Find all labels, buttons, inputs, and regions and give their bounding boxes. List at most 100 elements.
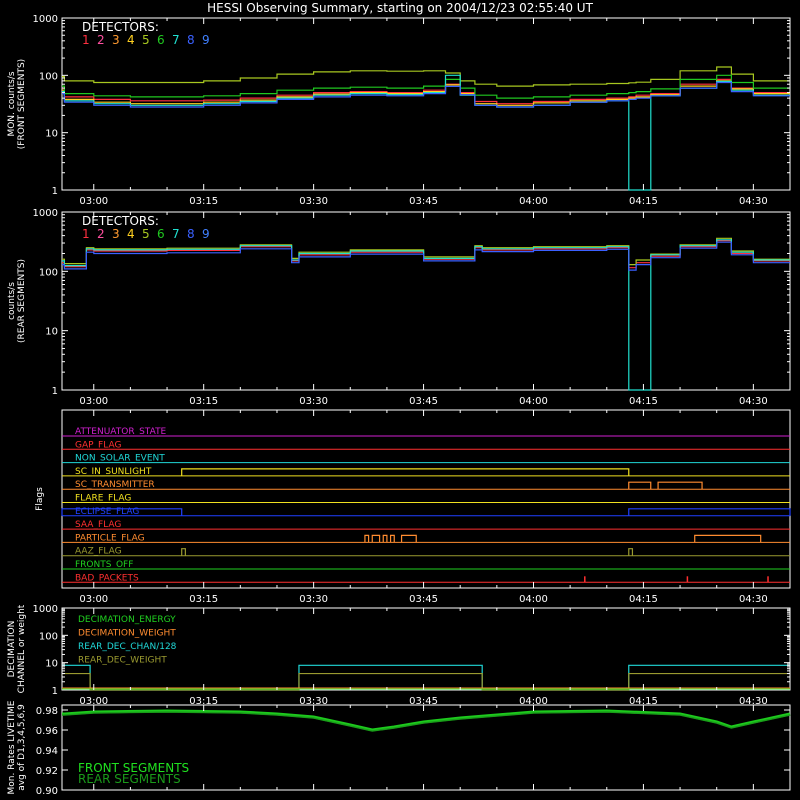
legend-digit-6: 6 — [157, 227, 165, 241]
y-axis-label: (REAR SEGMENTS) — [17, 259, 27, 343]
flag-label: FRONTS_OFF — [75, 560, 133, 570]
decimation-legend-entry: DECIMATION_WEIGHT — [78, 629, 176, 639]
flag-on-segment — [181, 548, 186, 556]
y-tick-label: 1 — [52, 386, 58, 397]
series-det-7 — [62, 239, 790, 391]
flag-label: SC_IN_SUNLIGHT — [75, 467, 152, 477]
decimation-y-label: DECIMATION — [7, 621, 17, 678]
x-tick-label: 03:30 — [299, 696, 328, 707]
y-tick-label: 0.96 — [36, 726, 58, 737]
x-tick-label: 04:15 — [629, 196, 658, 207]
series-livetime — [62, 709, 791, 732]
series-decimation — [62, 664, 790, 691]
x-tick-label: 03:15 — [189, 396, 218, 407]
legend-digit-8: 8 — [187, 227, 195, 241]
y-tick-label: 0.98 — [36, 706, 58, 717]
x-tick-label: 03:00 — [79, 594, 108, 605]
series-det-8 — [62, 241, 790, 271]
decimation-legend-entry: REAR_DEC_CHAN/128 — [78, 642, 177, 652]
x-tick-label: 04:15 — [629, 594, 658, 605]
y-axis-label: MON. counts/s — [7, 71, 17, 136]
livetime-panel-frame — [61, 704, 791, 791]
x-tick-label: 04:15 — [629, 696, 658, 707]
legend-digit-3: 3 — [112, 227, 120, 241]
flag-label: AAZ_FLAG — [75, 547, 122, 557]
plot-title: HESSI Observing Summary, starting on 200… — [207, 1, 593, 15]
legend-title: DETECTORS: — [82, 20, 159, 34]
y-axis-label: counts/s — [7, 282, 17, 320]
y-tick-label: 10 — [45, 659, 58, 670]
x-tick-label: 04:15 — [629, 396, 658, 407]
flag-on-segment — [389, 534, 395, 543]
flags-y-label: Flags — [35, 487, 45, 511]
y-tick-label: 10 — [45, 327, 58, 338]
y-axis-label: (FRONT SEGMENTS) — [17, 59, 27, 149]
flag-on-segment — [657, 481, 703, 490]
legend-digit-7: 7 — [172, 227, 180, 241]
x-tick-label: 04:00 — [519, 396, 548, 407]
y-tick-label: 1000 — [33, 14, 58, 25]
y-tick-label: 1 — [52, 186, 58, 197]
y-tick-label: 0.94 — [36, 746, 58, 757]
series-det-7 — [62, 74, 790, 191]
flag-on-segment — [364, 534, 370, 543]
x-tick-label: 03:30 — [299, 196, 328, 207]
flag-label: ATTENUATOR_STATE — [75, 427, 167, 437]
y-tick-label: 1000 — [33, 604, 58, 615]
series-det-5 — [62, 237, 790, 266]
y-tick-label: 100 — [39, 267, 58, 278]
series-det-1 — [62, 240, 790, 269]
x-tick-label: 03:00 — [79, 696, 108, 707]
series-livetime — [62, 711, 791, 732]
series-det-5 — [62, 66, 790, 87]
x-tick-label: 04:00 — [519, 696, 548, 707]
legend-digit-1: 1 — [82, 227, 90, 241]
y-tick-label: 10 — [45, 129, 58, 140]
decimation-legend-entry: REAR_DEC_WEIGHT — [78, 656, 167, 666]
flag-on-segment — [628, 548, 634, 556]
legend-digit-4: 4 — [127, 33, 135, 47]
y-tick-label: 0.90 — [36, 786, 58, 797]
x-tick-label: 04:30 — [739, 594, 768, 605]
x-tick-label: 04:00 — [519, 196, 548, 207]
legend-digit-4: 4 — [127, 227, 135, 241]
flag-on-segment — [61, 508, 183, 516]
flag-on-segment — [628, 508, 791, 516]
livetime-y-label: Mon. Rates LIVETIME — [7, 700, 17, 794]
decimation-legend-entry: DECIMATION_ENERGY — [78, 615, 176, 625]
flag-label: FLARE_FLAG — [75, 494, 131, 504]
y-tick-label: 1000 — [33, 208, 58, 219]
decimation-y-label: CHANNEL or weight — [17, 604, 27, 693]
legend-digit-2: 2 — [97, 227, 105, 241]
x-tick-label: 03:45 — [409, 396, 438, 407]
legend-digit-3: 3 — [112, 33, 120, 47]
legend-digit-8: 8 — [187, 33, 195, 47]
x-tick-label: 03:30 — [299, 396, 328, 407]
legend-digit-6: 6 — [157, 33, 165, 47]
x-tick-label: 03:45 — [409, 594, 438, 605]
x-tick-label: 03:15 — [189, 696, 218, 707]
detector-panel-1-frame — [61, 17, 791, 191]
y-tick-label: 0.92 — [36, 766, 58, 777]
flag-label: SC_TRANSMITTER — [75, 480, 155, 490]
flag-on-segment — [628, 481, 652, 490]
detector-panel-2-frame — [61, 211, 791, 391]
series-det-8 — [62, 81, 790, 108]
livetime-y-label: avg of D1,3,4,5,6,9 — [17, 704, 27, 791]
decimation-panel-frame — [61, 607, 791, 691]
flag-label: PARTICLE_FLAG — [75, 533, 145, 543]
x-tick-label: 03:45 — [409, 196, 438, 207]
flag-on-segment — [400, 534, 417, 543]
legend-digit-9: 9 — [202, 227, 210, 241]
flag-label: BAD_PACKETS — [75, 573, 139, 583]
legend-digit-1: 1 — [82, 33, 90, 47]
x-tick-label: 04:30 — [739, 396, 768, 407]
legend-digit-2: 2 — [97, 33, 105, 47]
legend-title: DETECTORS: — [82, 214, 159, 228]
series-decimation — [62, 672, 790, 691]
livetime-legend-entry: REAR SEGMENTS — [78, 772, 181, 786]
legend-digit-5: 5 — [142, 227, 150, 241]
y-tick-label: 1 — [52, 686, 58, 697]
